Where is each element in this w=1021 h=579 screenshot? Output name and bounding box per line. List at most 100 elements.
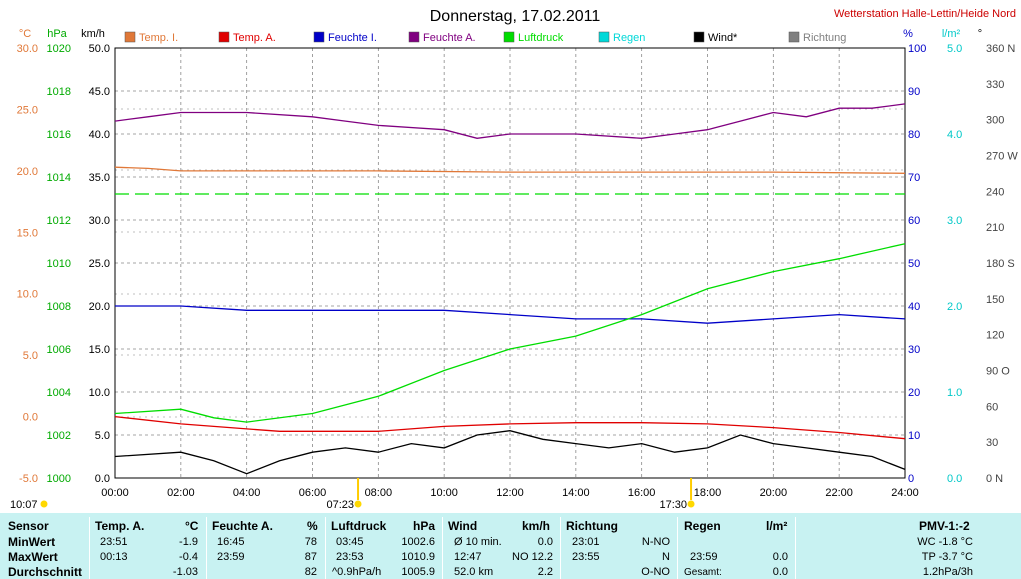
- series-line: [114, 430, 906, 475]
- rain-time: Gesamt:: [684, 567, 722, 578]
- sun-markers: 10:07 07:23 17:30: [10, 478, 695, 511]
- first-time-label: 10:07: [10, 499, 38, 511]
- hum-value: 78: [304, 536, 317, 548]
- wind-tick-label: 25.0: [89, 258, 110, 270]
- time-tick-label: 16:00: [628, 487, 656, 499]
- legend-swatch: [788, 31, 800, 43]
- wind-value: 2.2: [537, 566, 553, 578]
- press-unit: hPa: [47, 28, 67, 40]
- rain-unit: l/m²: [942, 28, 961, 40]
- sunset-label: 17:30: [660, 499, 688, 511]
- legend-label: Temp. A.: [233, 32, 276, 44]
- temp-tick-label: 25.0: [17, 104, 38, 116]
- hum-tick-label: 50: [908, 258, 920, 270]
- dir-time: 23:55: [572, 551, 600, 563]
- wind-header: Wind: [448, 519, 478, 533]
- hum-tick-label: 90: [908, 86, 920, 98]
- wind-time: 52.0 km: [454, 566, 494, 578]
- rain-tick-label: 5.0: [947, 43, 962, 55]
- hum-time: 23:59: [217, 551, 245, 563]
- wind-time: Ø 10 min.: [454, 536, 502, 548]
- press-tick-label: 1004: [47, 387, 71, 399]
- rain-value: 0.0: [772, 566, 788, 578]
- time-tick-label: 20:00: [760, 487, 788, 499]
- press-tick-label: 1000: [47, 473, 71, 485]
- time-tick-label: 14:00: [562, 487, 590, 499]
- time-tick-label: 12:00: [496, 487, 524, 499]
- legend-swatch: [218, 31, 230, 43]
- dir-tick-label: 180 S: [986, 258, 1015, 270]
- divider: [795, 517, 796, 579]
- temp-tick-label: 15.0: [17, 227, 38, 239]
- series-line: [114, 103, 906, 139]
- press-tick-label: 1016: [47, 129, 71, 141]
- rain-unit-header: l/m²: [766, 519, 788, 533]
- wind-unit-header: km/h: [522, 519, 551, 533]
- plot-frame: [114, 47, 906, 479]
- legend-label: Feuchte A.: [423, 32, 476, 44]
- dir-value: N: [662, 551, 670, 563]
- press-value: 1010.9: [401, 551, 435, 563]
- legend-swatch: [503, 31, 515, 43]
- rain-tick-label: 3.0: [947, 215, 962, 227]
- wind-tick-label: 50.0: [89, 43, 110, 55]
- temp-time: 23:51: [100, 536, 128, 548]
- time-tick-label: 08:00: [365, 487, 393, 499]
- hum-value: 82: [304, 566, 317, 578]
- press-header: Luftdruck: [331, 519, 387, 533]
- legend-swatch: [124, 31, 136, 43]
- wind-value: NO 12.2: [512, 551, 553, 563]
- statistics-panel: Sensor Temp. A. °C Feuchte A. % Luftdruc…: [0, 513, 1021, 579]
- dir-tick-label: 90 O: [986, 366, 1010, 378]
- wind-value: 0.0: [537, 536, 553, 548]
- hum-tick-label: 0: [908, 473, 914, 485]
- divider: [206, 517, 207, 579]
- weather-chart: Donnerstag, 17.02.2011 Wetterstation Hal…: [10, 8, 1018, 511]
- hum-tick-label: 40: [908, 301, 920, 313]
- rain-tick-label: 1.0: [947, 387, 962, 399]
- sunrise-icon: [354, 500, 362, 508]
- hum-tick-label: 20: [908, 387, 920, 399]
- temp-unit: °C: [19, 28, 31, 40]
- wind-unit: km/h: [81, 28, 105, 40]
- sunrise-label: 07:23: [327, 499, 355, 511]
- series-line: [115, 305, 906, 324]
- dir-tick-label: 120: [986, 330, 1004, 342]
- press-time: 23:53: [336, 551, 364, 563]
- rain-tick-label: 0.0: [947, 473, 962, 485]
- press-unit-header: hPa: [413, 519, 436, 533]
- hum-tick-label: 80: [908, 129, 920, 141]
- series-line: [114, 415, 906, 440]
- time-tick-label: 06:00: [299, 487, 327, 499]
- hum-tick-label: 100: [908, 43, 926, 55]
- legend-label: Temp. I.: [139, 32, 178, 44]
- sun-icon: [40, 500, 48, 508]
- hum-tick-label: 30: [908, 344, 920, 356]
- hum-tick-label: 70: [908, 172, 920, 184]
- legend-label: Feuchte I.: [328, 32, 377, 44]
- legend-label: Richtung: [803, 32, 846, 44]
- dir-value: N-NO: [641, 536, 670, 548]
- legend-label: Wind*: [708, 32, 738, 44]
- pmv-value: WC -1.8 °C: [917, 536, 973, 548]
- dir-tick-label: 210: [986, 222, 1004, 234]
- dir-tick-label: 30: [986, 437, 998, 449]
- dir-tick-label: 360 N: [986, 43, 1015, 55]
- time-tick-label: 24:00: [891, 487, 919, 499]
- legend-swatch: [313, 31, 325, 43]
- temp-tick-label: -5.0: [19, 473, 38, 485]
- temp-tick-label: 0.0: [23, 412, 38, 424]
- divider: [325, 517, 326, 579]
- row-label: Durchschnitt: [8, 565, 83, 579]
- temp-tick-label: 10.0: [17, 289, 38, 301]
- legend-swatch: [598, 31, 610, 43]
- legend-swatch: [408, 31, 420, 43]
- rain-value: 0.0: [772, 551, 788, 563]
- dir-value: O-NO: [641, 566, 670, 578]
- chart-legend: Temp. I. Temp. A. Feuchte I. Feuchte A. Luft…: [124, 31, 846, 44]
- hum-unit-header: %: [307, 519, 318, 533]
- time-tick-label: 10:00: [430, 487, 458, 499]
- pmv-value: 1.2hPa/3h: [922, 566, 973, 578]
- rain-tick-label: 4.0: [947, 129, 962, 141]
- hum-unit: %: [903, 28, 913, 40]
